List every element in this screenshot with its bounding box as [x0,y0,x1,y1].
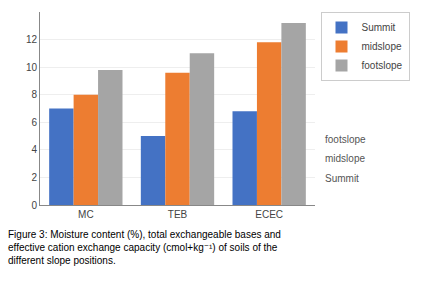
svg-text:footslope: footslope [325,134,366,145]
svg-text:Figure 3: Moisture content (%): Figure 3: Moisture content (%), total ex… [8,229,281,266]
svg-text:Summit: Summit [362,22,396,33]
svg-text:10: 10 [26,62,38,73]
svg-text:Summit: Summit [325,173,359,184]
svg-text:0: 0 [31,200,37,211]
svg-text:TEB: TEB [168,209,188,220]
svg-text:8: 8 [31,89,37,100]
svg-text:6: 6 [31,117,37,128]
svg-text:footslope: footslope [362,60,403,71]
svg-text:midslope: midslope [362,41,402,52]
svg-text:midslope: midslope [325,153,365,164]
svg-text:MC: MC [78,209,94,220]
svg-text:ECEC: ECEC [255,209,283,220]
svg-text:4: 4 [31,144,37,155]
svg-text:12: 12 [26,34,38,45]
svg-text:2: 2 [31,172,37,183]
